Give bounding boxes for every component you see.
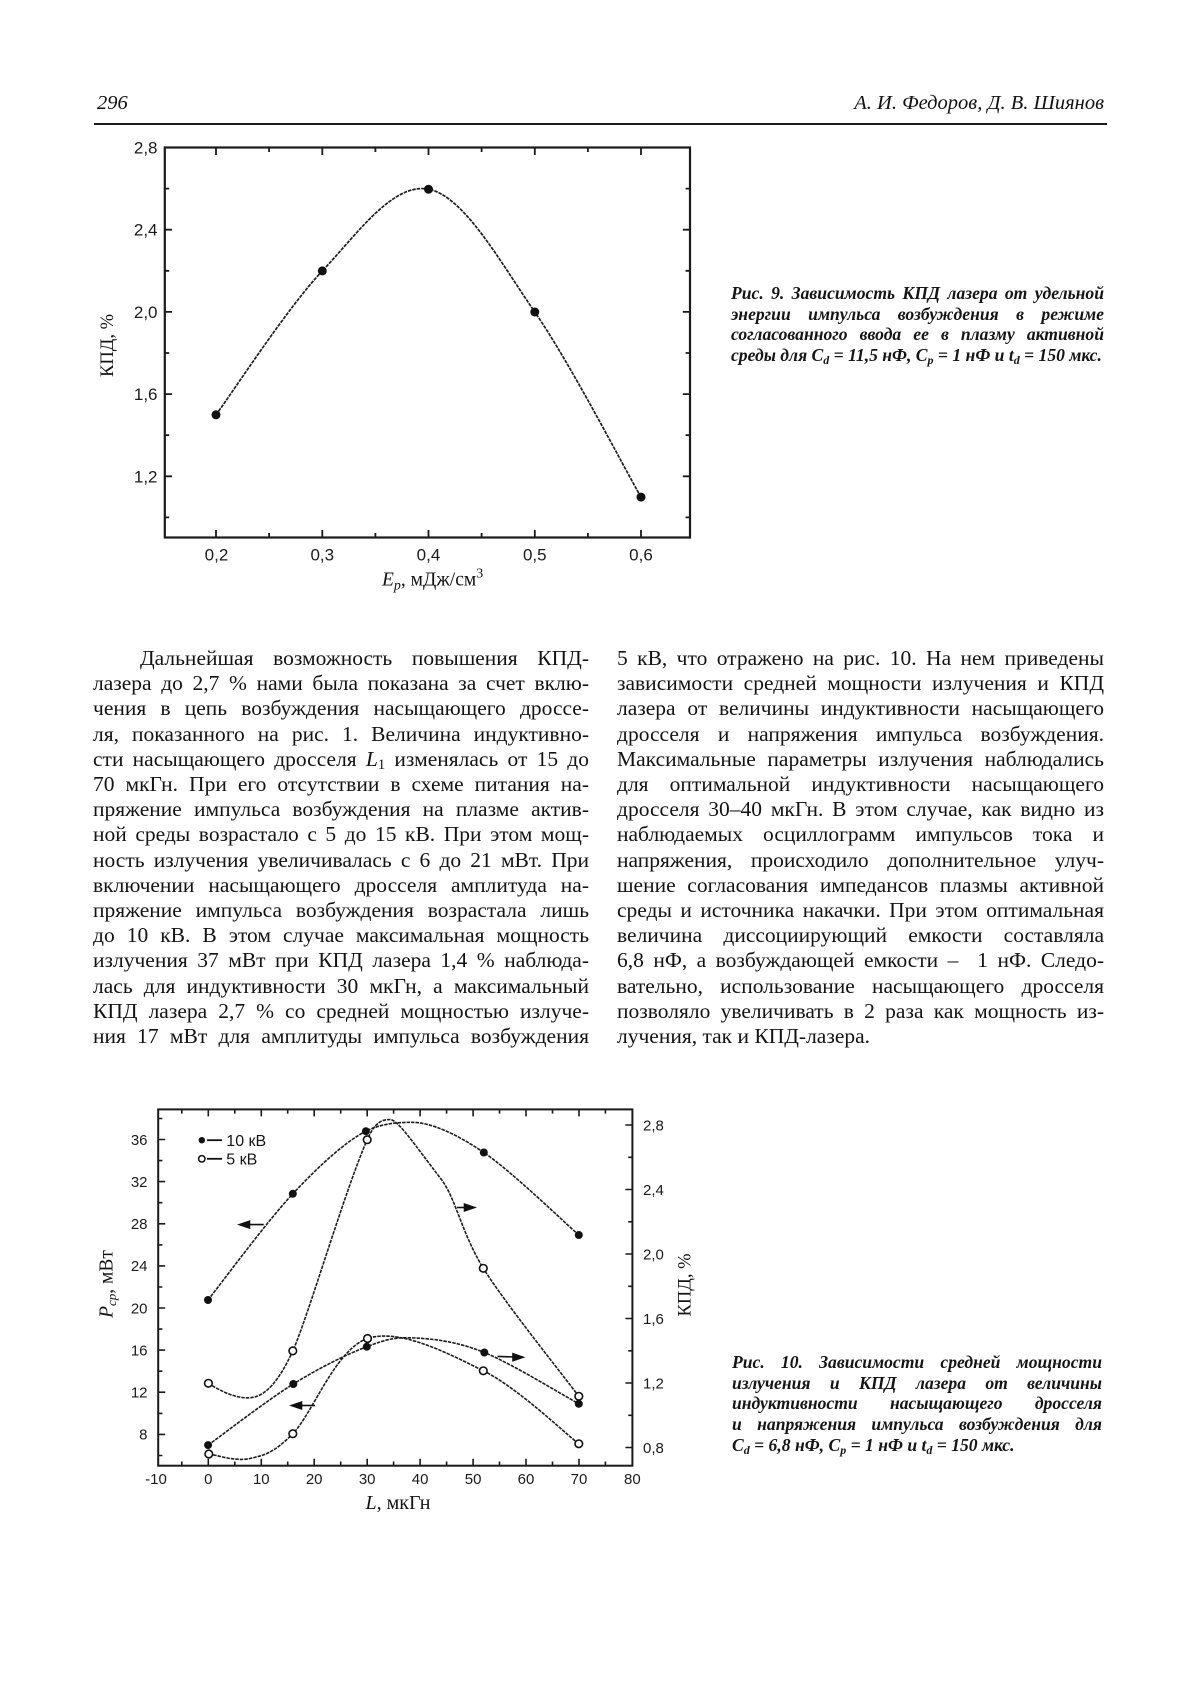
svg-text:0: 0 (204, 1471, 212, 1488)
svg-text:5 кВ: 5 кВ (226, 1152, 257, 1169)
svg-text:12: 12 (131, 1385, 148, 1402)
svg-text:2,4: 2,4 (134, 221, 158, 240)
svg-text:20: 20 (131, 1300, 148, 1317)
svg-text:1,6: 1,6 (134, 385, 158, 404)
svg-text:28: 28 (131, 1216, 148, 1233)
svg-text:36: 36 (131, 1132, 148, 1149)
svg-text:40: 40 (412, 1471, 429, 1488)
svg-text:50: 50 (465, 1471, 482, 1488)
svg-text:1,2: 1,2 (134, 467, 158, 486)
svg-text:60: 60 (518, 1471, 535, 1488)
svg-text:0,3: 0,3 (310, 546, 334, 565)
svg-text:0,6: 0,6 (629, 546, 653, 565)
svg-text:L, мкГн: L, мкГн (364, 1492, 430, 1514)
svg-text:2,0: 2,0 (134, 303, 158, 322)
svg-text:20: 20 (306, 1471, 323, 1488)
svg-text:-10: -10 (145, 1471, 167, 1488)
svg-text:70: 70 (571, 1471, 588, 1488)
svg-text:1,6: 1,6 (643, 1311, 664, 1328)
svg-text:0,5: 0,5 (523, 546, 547, 565)
svg-text:0,8: 0,8 (643, 1440, 664, 1457)
svg-text:32: 32 (131, 1174, 148, 1191)
svg-text:2,0: 2,0 (643, 1246, 664, 1263)
svg-text:8: 8 (139, 1427, 147, 1444)
svg-text:10: 10 (253, 1471, 270, 1488)
svg-text:1,2: 1,2 (643, 1375, 664, 1392)
svg-text:2,8: 2,8 (643, 1117, 664, 1134)
svg-text:2,4: 2,4 (643, 1182, 664, 1199)
svg-text:Ep, мДж/см3: Ep, мДж/см3 (381, 567, 483, 594)
svg-text:Pср, мВт: Pср, мВт (97, 1250, 120, 1319)
svg-text:0,2: 0,2 (205, 546, 229, 565)
svg-text:24: 24 (131, 1258, 148, 1275)
svg-text:16: 16 (131, 1342, 148, 1359)
svg-text:КПД, %: КПД, % (98, 314, 118, 377)
svg-text:2,8: 2,8 (134, 139, 158, 158)
svg-text:80: 80 (624, 1471, 641, 1488)
svg-text:0,4: 0,4 (417, 546, 441, 565)
svg-text:КПД, %: КПД, % (676, 1254, 696, 1317)
svg-text:30: 30 (359, 1471, 376, 1488)
svg-text:10 кВ: 10 кВ (226, 1133, 266, 1150)
